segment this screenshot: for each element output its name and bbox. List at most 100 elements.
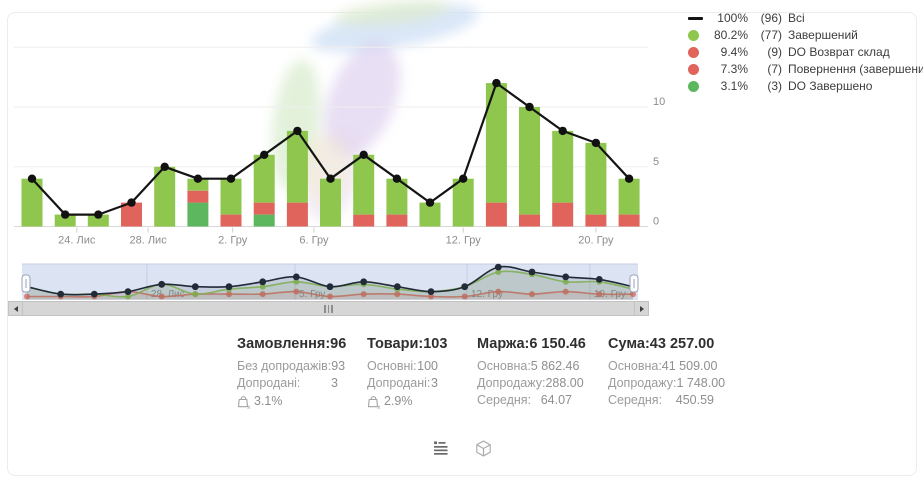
legend-item-0[interactable]: 100% (96) Всі [688,10,923,27]
navigator-total-series-point [528,268,536,276]
view-toggle-buttons [430,438,494,458]
bar-segment-zavershenyj[interactable] [21,178,43,227]
navigator-red-series-point [327,293,333,300]
stat-label: Допродажу: [608,376,677,390]
navigator-red-series-point [394,291,401,298]
orders-chart-canvas[interactable]: 0 5 10 24. Лис 28. Лис 2. Гру 6. Гру 12. Гру 20.… [0,0,923,330]
stat-row: Середня: 450.59 [608,392,714,409]
legend-label: Всі [788,11,805,25]
total-line-point[interactable] [525,102,534,112]
legend-item-3[interactable]: 7.3% (7) Повернення (завершений) [688,61,923,78]
total-line-point[interactable] [459,174,468,183]
total-line-point[interactable] [260,150,269,159]
bar-segment-zavershenyj[interactable] [320,178,341,227]
navigator-red-series-point [596,291,603,298]
bar-segment-returns[interactable] [253,202,275,215]
legend-pct: 7.3% [720,62,748,76]
stat-row: Допродажу: 288.00 [477,375,584,392]
navigator-total-series-point [427,288,435,295]
total-line-point[interactable] [624,174,634,183]
navigator-red-series-point [630,291,636,298]
bar-segment-zavershenyj[interactable] [452,178,474,227]
chart-scrollbar[interactable] [8,301,649,316]
total-line-point[interactable] [160,162,169,171]
y-axis-label: 10 [653,96,665,108]
bar-segment-returns[interactable] [220,214,242,227]
legend-label: DO Завершено [788,79,873,93]
total-line-point[interactable] [326,174,335,183]
total-line-point[interactable] [425,198,435,207]
bar-segment-zavershenyj[interactable] [154,166,176,227]
stat-row: Середня: 64.07 [477,392,572,409]
total-line-point[interactable] [492,78,501,88]
bar-segment-zavershenyj[interactable] [253,154,275,203]
stat-label: Без допродажів: [237,359,332,373]
navigator-total-series-point [124,288,132,295]
bar-segment-do-zaversheno[interactable] [253,214,275,227]
total-line-point[interactable] [392,174,402,183]
bar-segment-returns[interactable] [585,214,607,227]
total-line-point[interactable] [293,126,302,136]
total-line-point[interactable] [226,174,236,183]
upsell-rate-value: 3.1% [254,394,283,408]
bag-icon: x [237,395,250,409]
stat-row: Без допродажів: 93 [237,358,345,375]
stat-total-value: 96 [330,336,347,352]
list-icon [433,441,447,455]
upsell-rate: x 3.1% [237,393,338,410]
bar-segment-zavershenyj[interactable] [87,214,109,227]
scrollbar-thumb[interactable] [23,302,634,315]
bar-segment-zavershenyj[interactable] [220,178,242,215]
navigator-green-series-point [293,278,300,285]
package-cube-icon [475,439,491,457]
package-view-button[interactable] [472,438,494,458]
bar-segment-zavershenyj[interactable] [552,130,574,203]
total-line-point[interactable] [193,174,203,183]
upsell-rate-value: 2.9% [384,394,413,408]
total-line-point[interactable] [558,126,567,136]
total-line-point[interactable] [591,138,601,148]
legend-item-1[interactable]: 80.2% (77) Завершений [688,27,923,44]
bar-segment-zavershenyj[interactable] [353,154,375,215]
total-line-point[interactable] [27,174,37,183]
svg-text:x: x [377,403,380,408]
bar-segment-returns[interactable] [618,214,640,227]
bar-segment-zavershenyj[interactable] [585,142,607,215]
legend-item-4[interactable]: 3.1% (3) DO Завершено [688,78,923,95]
bar-segment-zavershenyj[interactable] [286,130,308,203]
bar-segment-zavershenyj[interactable] [485,83,507,203]
legend-count: (96) [760,11,782,25]
scroll-right-button[interactable] [634,302,648,315]
stat-label: Основна: [477,359,531,373]
total-line-point[interactable] [94,210,103,219]
bar-segment-returns[interactable] [353,214,375,227]
list-view-button[interactable] [430,438,452,458]
stat-row: Основна: 5 862.46 [477,358,579,375]
legend-item-2[interactable]: 9.4% (9) DO Возврат склад [688,44,923,61]
bar-segment-returns[interactable] [286,202,308,227]
stat-row: Допродані: 3 [237,375,338,392]
total-line-point[interactable] [127,198,136,207]
total-line-point[interactable] [60,210,70,219]
navigator-red-series-point [529,291,535,298]
bar-segment-returns[interactable] [519,214,540,227]
bar-segment-zavershenyj[interactable] [419,202,441,227]
bar-segment-zavershenyj[interactable] [519,107,540,215]
bar-segment-zavershenyj[interactable] [187,178,209,191]
bar-segment-returns[interactable] [485,202,507,227]
scroll-left-button[interactable] [9,302,23,315]
bar-segment-zavershenyj[interactable] [386,178,408,215]
legend-dot-marker-icon [688,30,704,41]
navigator-red-series-point [158,293,165,300]
navigator-total-series-point [225,283,233,291]
stat-total-value: 6 150.46 [529,336,586,352]
total-line-point[interactable] [359,150,368,159]
bar-segment-returns[interactable] [187,190,209,203]
bar-segment-returns[interactable] [386,214,408,227]
bar-segment-returns[interactable] [552,202,574,227]
bar-segment-zavershenyj[interactable] [54,214,76,227]
bar-segment-returns[interactable] [121,202,142,227]
bar-segment-do-zaversheno[interactable] [187,202,209,227]
bar-segment-zavershenyj[interactable] [618,178,640,215]
navigator-total-series-point [562,273,570,281]
